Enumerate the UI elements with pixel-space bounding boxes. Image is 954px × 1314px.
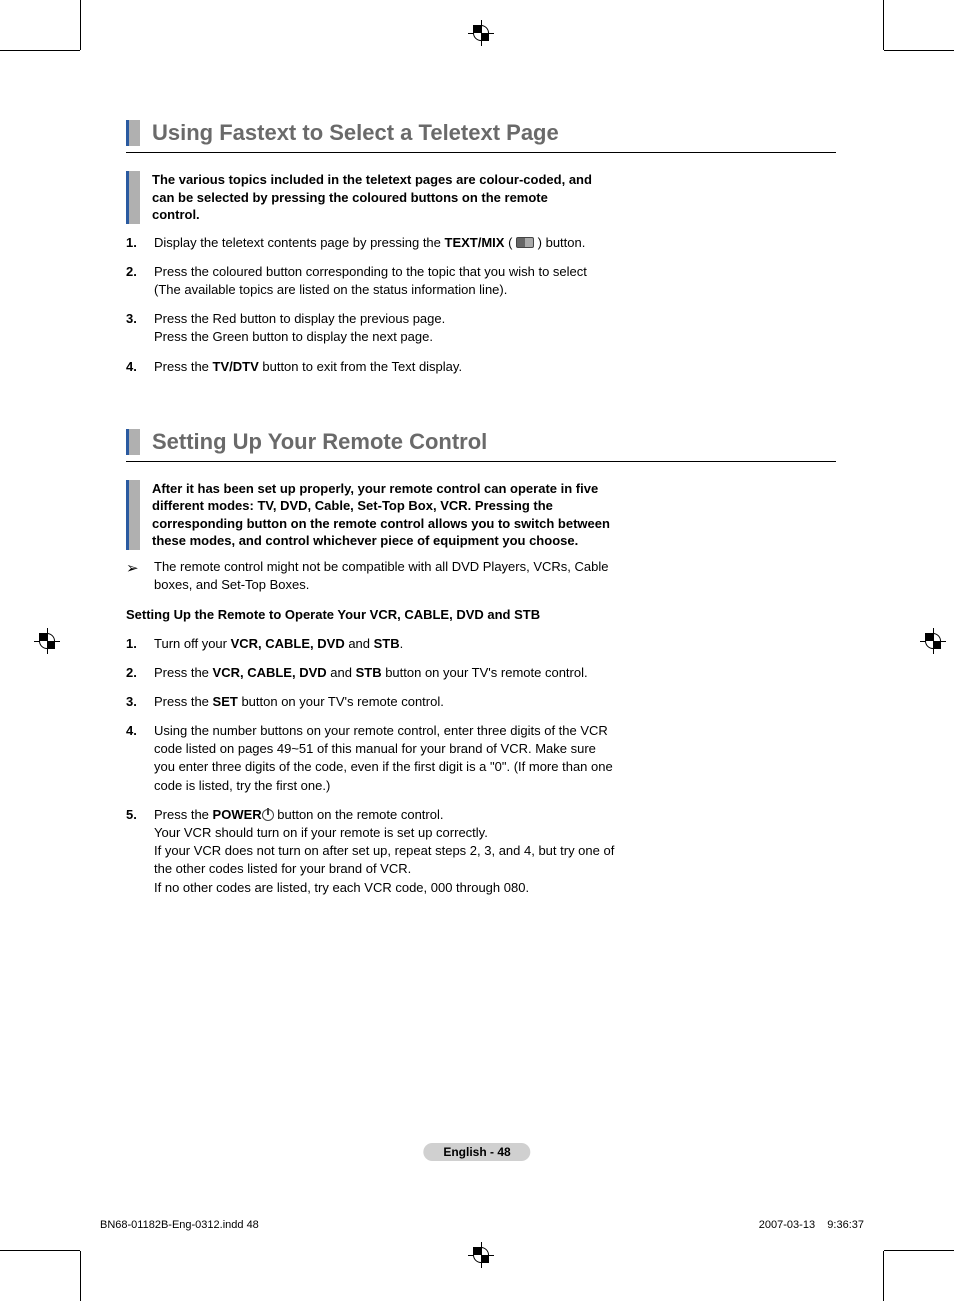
section1-intro: The various topics included in the telet… [126, 171, 596, 224]
section1-rule [126, 152, 836, 153]
list-item: 1.Turn off your VCR, CABLE, DVD and STB. [126, 635, 616, 653]
step-bold: VCR, CABLE, DVD [231, 636, 345, 651]
doc-id: BN68-01182B-Eng-0312.indd 48 [100, 1219, 259, 1231]
crop-mark [884, 1250, 954, 1251]
step-post: button on your TV's remote control. [382, 665, 588, 680]
step-bold: SET [213, 694, 238, 709]
step-number: 4. [126, 722, 154, 795]
registration-mark-icon [34, 628, 60, 654]
step-number: 5. [126, 806, 154, 897]
step-post: button to exit from the Text display. [259, 359, 462, 374]
step-post: ( [504, 235, 516, 250]
list-item: 1.Display the teletext contents page by … [126, 234, 596, 252]
step-bold: TV/DTV [213, 359, 259, 374]
step-mid: and [327, 665, 356, 680]
section1-steps: 1.Display the teletext contents page by … [126, 234, 596, 376]
header-accent-bar [126, 120, 140, 146]
section2-rule [126, 461, 836, 462]
note-arrow-icon: ➢ [126, 558, 154, 594]
list-item: 4.Press the TV/DTV button to exit from t… [126, 358, 596, 376]
section2-subhead: Setting Up the Remote to Operate Your VC… [126, 606, 616, 624]
step-number: 2. [126, 664, 154, 682]
textmix-icon [516, 237, 534, 248]
section2-steps: 1.Turn off your VCR, CABLE, DVD and STB.… [126, 635, 616, 897]
registration-mark-icon [468, 20, 494, 46]
step-bold: VCR, CABLE, DVD [213, 665, 327, 680]
section1-title: Using Fastext to Select a Teletext Page [152, 120, 559, 146]
page-number-badge: English - 48 [423, 1143, 530, 1161]
list-item: 5.Press the POWER button on the remote c… [126, 806, 616, 897]
step-text: Press the VCR, CABLE, DVD and STB button… [154, 664, 616, 682]
step-number: 3. [126, 693, 154, 711]
section2-intro-text: After it has been set up properly, your … [152, 480, 616, 550]
step-text: Press the Red button to display the prev… [154, 310, 596, 346]
step-post2: ) button. [534, 235, 585, 250]
step-pre: Display the teletext contents page by pr… [154, 235, 445, 250]
step-bold2: STB [356, 665, 382, 680]
step-pre: Press the [154, 665, 213, 680]
list-item: 3.Press the SET button on your TV's remo… [126, 693, 616, 711]
list-item: 4.Using the number buttons on your remot… [126, 722, 616, 795]
step-number: 1. [126, 234, 154, 252]
step-bold: POWER [213, 807, 262, 822]
crop-mark [0, 1250, 80, 1251]
intro-accent-bar [126, 171, 140, 224]
step-text: Press the SET button on your TV's remote… [154, 693, 616, 711]
registration-mark-icon [468, 1242, 494, 1268]
crop-mark [884, 50, 954, 51]
step-pre: Press the [154, 694, 213, 709]
step-pre: Press the [154, 359, 213, 374]
note-text: The remote control might not be compatib… [154, 558, 616, 594]
step-text: Press the TV/DTV button to exit from the… [154, 358, 596, 376]
list-item: 3.Press the Red button to display the pr… [126, 310, 596, 346]
section2-note: ➢ The remote control might not be compat… [126, 558, 616, 594]
section2-title: Setting Up Your Remote Control [152, 429, 487, 455]
step-number: 3. [126, 310, 154, 346]
step-post: button on your TV's remote control. [238, 694, 444, 709]
intro-accent-bar [126, 480, 140, 550]
power-icon [262, 809, 274, 821]
crop-mark [80, 1251, 81, 1301]
step-text: Turn off your VCR, CABLE, DVD and STB. [154, 635, 616, 653]
step-text: Press the coloured button corresponding … [154, 263, 596, 299]
step-number: 4. [126, 358, 154, 376]
crop-mark [883, 1251, 884, 1301]
section2-intro: After it has been set up properly, your … [126, 480, 616, 550]
section2-header: Setting Up Your Remote Control [126, 429, 836, 455]
manual-page: Using Fastext to Select a Teletext Page … [0, 0, 954, 1301]
section1-header: Using Fastext to Select a Teletext Page [126, 120, 836, 146]
step-text: Press the POWER button on the remote con… [154, 806, 616, 897]
crop-mark [0, 50, 80, 51]
step-number: 2. [126, 263, 154, 299]
step-text: Display the teletext contents page by pr… [154, 234, 596, 252]
header-accent-bar [126, 429, 140, 455]
step-bold2: STB [374, 636, 400, 651]
section1-intro-text: The various topics included in the telet… [152, 171, 596, 224]
step-pre: Press the [154, 807, 213, 822]
step-text: Using the number buttons on your remote … [154, 722, 616, 795]
doc-timestamp: 2007-03-13 9:36:37 [759, 1219, 864, 1231]
step-mid: and [345, 636, 374, 651]
crop-mark [80, 0, 81, 50]
doc-footer: BN68-01182B-Eng-0312.indd 48 2007-03-13 … [100, 1219, 864, 1231]
step-bold: TEXT/MIX [445, 235, 505, 250]
crop-mark [883, 0, 884, 50]
list-item: 2.Press the VCR, CABLE, DVD and STB butt… [126, 664, 616, 682]
list-item: 2.Press the coloured button correspondin… [126, 263, 596, 299]
content-area: Using Fastext to Select a Teletext Page … [126, 120, 836, 908]
step-pre: Turn off your [154, 636, 231, 651]
step-post: . [400, 636, 404, 651]
registration-mark-icon [920, 628, 946, 654]
step-number: 1. [126, 635, 154, 653]
